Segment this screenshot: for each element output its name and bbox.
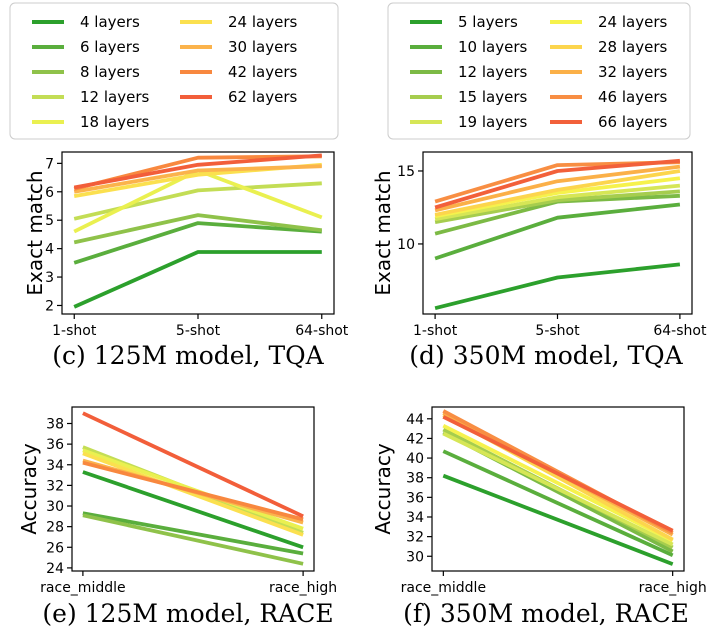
x-tick-label: 5-shot — [535, 323, 580, 339]
legend-label: 28 layers — [598, 38, 667, 56]
series-line-4 — [434, 183, 681, 221]
chart-c-125m-tqa: 2 3 4 5 6 7 1-shot 5-shot 64-shot Exact match — [23, 151, 349, 339]
legend-label: 12 layers — [80, 88, 149, 106]
y-tick-label: 28 — [46, 520, 64, 536]
legend-label: 15 layers — [458, 88, 527, 106]
y-tick-label: 44 — [406, 412, 424, 428]
legend-label: 46 layers — [598, 88, 667, 106]
series-line-7 — [82, 460, 304, 522]
x-tick-label: 64-shot — [653, 323, 707, 339]
legend-right: 5 layers 10 layers 12 layers 15 layers 19 la… — [387, 2, 691, 140]
legend-frame — [9, 2, 339, 140]
plot-frame — [431, 406, 685, 572]
y-tick-label: 4 — [45, 242, 54, 258]
chart-e-125m-race: 24 26 28 30 32 34 36 38 race_middle race_high Accu… — [17, 406, 337, 596]
chart-f-350m-race: 30 32 34 36 38 40 42 44 race_middle race_high Accu… — [371, 406, 707, 596]
y-axis-label: Accuracy — [371, 443, 395, 534]
legend-label: 4 layers — [80, 13, 140, 31]
x-tick-label: race_high — [639, 580, 707, 596]
x-tick-label: race_middle — [401, 580, 486, 596]
legend-label: 5 layers — [458, 13, 518, 31]
legend-label: 62 layers — [228, 88, 297, 106]
series-line-0 — [442, 473, 674, 566]
legend-label: 30 layers — [228, 38, 297, 56]
plot-frame — [71, 406, 315, 572]
y-tick-label: 7 — [45, 156, 54, 172]
legend-label: 24 layers — [228, 13, 297, 31]
series-line-0 — [73, 250, 322, 309]
x-tick-label: race_middle — [40, 580, 125, 596]
y-tick-label: 40 — [406, 451, 424, 467]
series-line-9 — [434, 158, 681, 210]
y-tick-label: 30 — [46, 499, 64, 515]
caption-c: (c) 125M model, TQA — [52, 341, 324, 370]
y-axis-label: Exact match — [371, 170, 395, 295]
y-tick-label: 6 — [45, 185, 54, 201]
y-tick-label: 32 — [406, 530, 424, 546]
series-line-6 — [434, 169, 681, 217]
y-tick-label: 5 — [45, 213, 54, 229]
series-line-5 — [82, 451, 304, 537]
series-line-0 — [82, 470, 304, 550]
y-tick-label: 15 — [397, 164, 415, 180]
x-tick-label: 1-shot — [52, 323, 97, 339]
y-axis-label: Accuracy — [17, 443, 41, 534]
legend-label: 66 layers — [598, 113, 667, 131]
legend-left: 4 layers 6 layers 8 layers 12 layers 18 laye… — [9, 2, 339, 140]
series-line-2 — [82, 513, 304, 566]
y-tick-label: 2 — [45, 298, 54, 314]
series-line-8 — [82, 411, 304, 519]
series-line-1 — [442, 449, 674, 558]
y-axis-label: Exact match — [23, 170, 47, 295]
y-tick-label: 42 — [406, 431, 424, 447]
legend-label: 24 layers — [598, 13, 667, 31]
x-tick-label: 1-shot — [413, 323, 458, 339]
y-tick-label: 34 — [46, 458, 64, 474]
y-tick-label: 3 — [45, 270, 54, 286]
legend-label: 19 layers — [458, 113, 527, 131]
y-tick-label: 32 — [46, 478, 64, 494]
legend-label: 8 layers — [80, 63, 140, 81]
y-tick-label: 30 — [406, 549, 424, 565]
series-line-9 — [442, 415, 674, 533]
chart-d-350m-tqa: 10 15 1-shot 5-shot 64-shot Exact match — [371, 151, 707, 339]
x-tick-label: 5-shot — [176, 323, 221, 339]
legend-frame — [387, 2, 691, 140]
series-line-7 — [434, 164, 681, 213]
y-tick-label: 10 — [397, 237, 415, 253]
caption-f: (f) 350M model, RACE — [403, 599, 689, 628]
y-tick-label: 36 — [406, 490, 424, 506]
legend-label: 10 layers — [458, 38, 527, 56]
caption-d: (d) 350M model, TQA — [409, 341, 683, 370]
series-line-1 — [73, 221, 322, 265]
series-line-3 — [434, 189, 681, 224]
series-line-6 — [73, 164, 322, 194]
y-tick-label: 36 — [46, 437, 64, 453]
x-tick-label: race_high — [269, 580, 337, 596]
series-line-1 — [434, 202, 681, 261]
series-line-8 — [73, 153, 322, 190]
legend-label: 32 layers — [598, 63, 667, 81]
y-tick-label: 26 — [46, 540, 64, 556]
y-tick-label: 34 — [406, 510, 424, 526]
legend-label: 12 layers — [458, 63, 527, 81]
y-tick-label: 38 — [46, 417, 64, 433]
legend-label: 18 layers — [80, 113, 149, 131]
series-line-4 — [442, 431, 674, 547]
series-line-2 — [73, 213, 323, 245]
caption-e: (e) 125M model, RACE — [42, 599, 333, 628]
y-tick-label: 38 — [406, 471, 424, 487]
legend-label: 42 layers — [228, 63, 297, 81]
series-line-1 — [82, 511, 304, 556]
series-line-0 — [434, 262, 681, 311]
legend-label: 6 layers — [80, 38, 140, 56]
x-tick-label: 64-shot — [295, 323, 349, 339]
y-tick-label: 24 — [46, 561, 64, 577]
series-line-5 — [442, 424, 674, 543]
